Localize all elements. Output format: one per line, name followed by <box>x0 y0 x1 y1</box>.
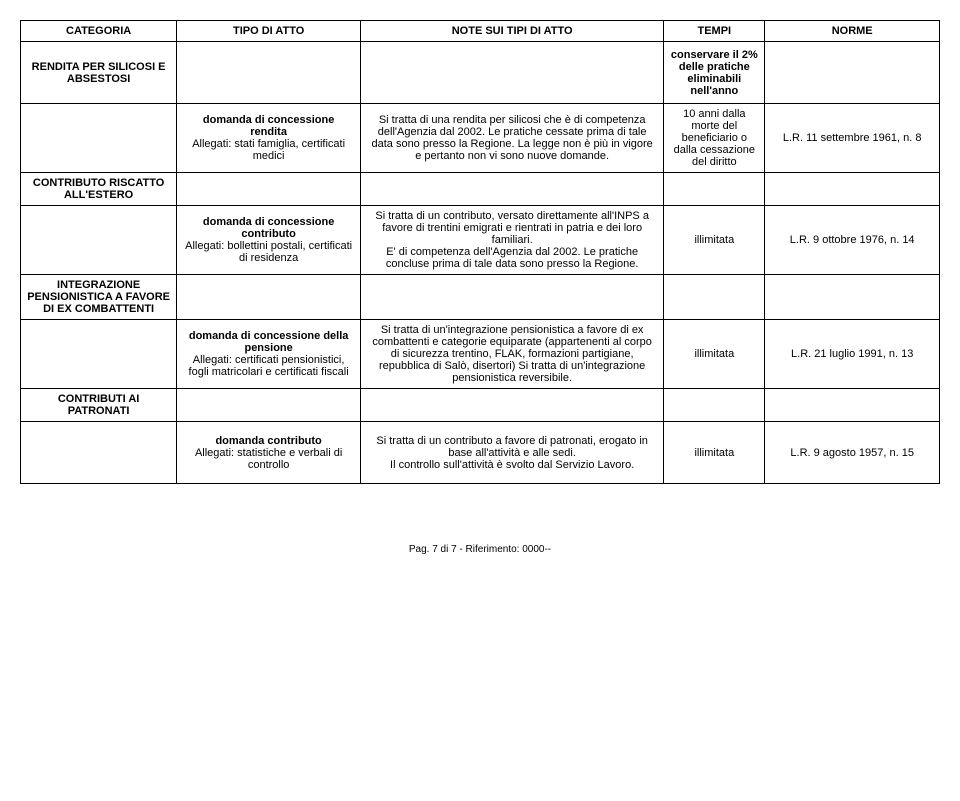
cell-norme: L.R. 11 settembre 1961, n. 8 <box>765 104 940 173</box>
table-row: domanda contributo Allegati: statistiche… <box>21 422 940 484</box>
table-row: domanda di concessione contributo Allega… <box>21 206 940 275</box>
cell-tipo: domanda contributo Allegati: statistiche… <box>177 422 361 484</box>
cell-note: Si tratta di un'integrazione pensionisti… <box>361 320 664 389</box>
cell-note <box>361 389 664 422</box>
cell-categoria <box>21 104 177 173</box>
cell-norme <box>765 389 940 422</box>
cell-categoria <box>21 422 177 484</box>
table-row: INTEGRAZIONE PENSIONISTICA A FAVORE DI E… <box>21 275 940 320</box>
header-tempi: TEMPI <box>664 21 765 42</box>
cell-norme: L.R. 21 luglio 1991, n. 13 <box>765 320 940 389</box>
cell-tipo <box>177 173 361 206</box>
cell-norme: L.R. 9 ottobre 1976, n. 14 <box>765 206 940 275</box>
cell-categoria <box>21 320 177 389</box>
cell-note <box>361 275 664 320</box>
header-norme: NORME <box>765 21 940 42</box>
cell-norme <box>765 275 940 320</box>
cell-note <box>361 173 664 206</box>
header-row: CATEGORIA TIPO DI ATTO NOTE SUI TIPI DI … <box>21 21 940 42</box>
cell-tipo <box>177 389 361 422</box>
cell-norme <box>765 173 940 206</box>
cell-tempi: illimitata <box>664 422 765 484</box>
table-row: domanda di concessione della pensione Al… <box>21 320 940 389</box>
cell-categoria <box>21 206 177 275</box>
cell-tempi <box>664 389 765 422</box>
cell-tipo <box>177 42 361 104</box>
cell-tempi: conservare il 2% delle pratiche eliminab… <box>664 42 765 104</box>
cell-tipo: domanda di concessione contributo Allega… <box>177 206 361 275</box>
cell-categoria: CONTRIBUTO RISCATTO ALL'ESTERO <box>21 173 177 206</box>
cell-tempi <box>664 275 765 320</box>
cell-note: Si tratta di un contributo a favore di p… <box>361 422 664 484</box>
cell-categoria: RENDITA PER SILICOSI E ABSESTOSI <box>21 42 177 104</box>
header-note: NOTE SUI TIPI DI ATTO <box>361 21 664 42</box>
cell-tempi: illimitata <box>664 320 765 389</box>
table-row: CONTRIBUTI AI PATRONATI <box>21 389 940 422</box>
table-row: CONTRIBUTO RISCATTO ALL'ESTERO <box>21 173 940 206</box>
cell-categoria: INTEGRAZIONE PENSIONISTICA A FAVORE DI E… <box>21 275 177 320</box>
cell-norme <box>765 42 940 104</box>
cell-tempi: illimitata <box>664 206 765 275</box>
header-categoria: CATEGORIA <box>21 21 177 42</box>
table-row: domanda di concessione rendita Allegati:… <box>21 104 940 173</box>
cell-note: Si tratta di una rendita per silicosi ch… <box>361 104 664 173</box>
cell-tipo: domanda di concessione rendita Allegati:… <box>177 104 361 173</box>
cell-tipo <box>177 275 361 320</box>
cell-norme: L.R. 9 agosto 1957, n. 15 <box>765 422 940 484</box>
header-tipo: TIPO DI ATTO <box>177 21 361 42</box>
data-table: CATEGORIA TIPO DI ATTO NOTE SUI TIPI DI … <box>20 20 940 484</box>
cell-tipo: domanda di concessione della pensione Al… <box>177 320 361 389</box>
table-row: RENDITA PER SILICOSI E ABSESTOSI conserv… <box>21 42 940 104</box>
cell-tempi: 10 anni dalla morte del beneficiario o d… <box>664 104 765 173</box>
cell-note <box>361 42 664 104</box>
page-footer: Pag. 7 di 7 - Riferimento: 0000-- <box>20 544 940 555</box>
cell-categoria: CONTRIBUTI AI PATRONATI <box>21 389 177 422</box>
cell-note: Si tratta di un contributo, versato dire… <box>361 206 664 275</box>
cell-tempi <box>664 173 765 206</box>
